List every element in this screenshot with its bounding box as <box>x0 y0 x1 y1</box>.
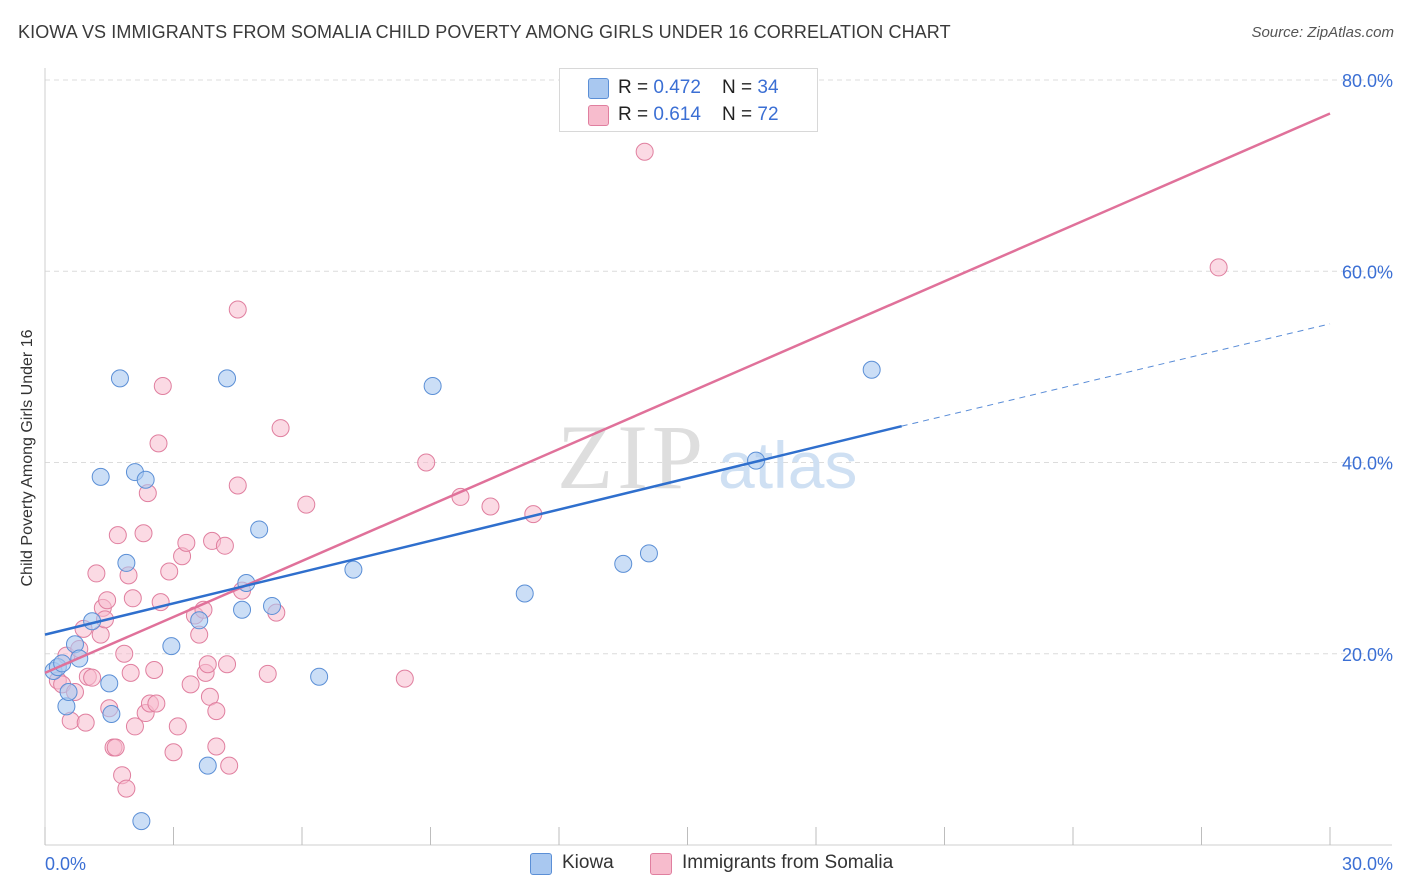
kiowa-point <box>59 683 78 701</box>
somalia-point <box>149 434 168 453</box>
somalia-point <box>153 377 172 395</box>
chart-title: KIOWA VS IMMIGRANTS FROM SOMALIA CHILD P… <box>18 22 951 42</box>
source-label: Source: ZipAtlas.com <box>1251 24 1394 41</box>
somalia-point <box>160 562 179 581</box>
somalia-point <box>220 756 239 775</box>
correlation-legend: R = 0.472 N = 34 R = 0.614 N = 72 <box>559 68 818 132</box>
somalia-point <box>87 564 106 583</box>
somalia-point <box>395 669 414 688</box>
kiowa-point <box>136 470 155 489</box>
y-tick-label: 80.0% <box>1342 71 1393 91</box>
somalia-point <box>108 526 127 545</box>
tick-labels: 20.0% 40.0% 60.0% 80.0% 0.0% 30.0% <box>45 71 1393 874</box>
kiowa-point <box>233 600 252 619</box>
series-kiowa-points <box>44 360 881 831</box>
watermark: ZIP atlas <box>557 406 857 508</box>
grid-lines <box>45 79 1392 655</box>
kiowa-swatch <box>588 78 609 99</box>
legend-label-somalia: Immigrants from Somalia <box>682 852 894 873</box>
somalia-point <box>207 737 226 756</box>
somalia-point <box>635 142 654 161</box>
kiowa-point <box>344 560 363 579</box>
somalia-point <box>228 300 247 319</box>
kiowa-point <box>250 520 269 539</box>
somalia-point <box>1209 258 1228 277</box>
kiowa-point <box>639 544 658 563</box>
y-tick-label: 60.0% <box>1342 262 1393 282</box>
somalia-point <box>83 668 102 687</box>
kiowa-point <box>614 554 633 573</box>
somalia-point <box>481 497 500 516</box>
somalia-point <box>417 453 436 472</box>
kiowa-point <box>515 584 534 603</box>
somalia-point <box>121 663 140 682</box>
somalia-point <box>134 524 153 543</box>
r-label: R = <box>618 77 654 98</box>
somalia-point <box>106 738 125 757</box>
x-tick-label: 0.0% <box>45 854 86 874</box>
kiowa-trend-line <box>44 424 902 636</box>
somalia-swatch <box>650 853 672 875</box>
kiowa-point <box>310 667 329 686</box>
somalia-point <box>145 661 164 680</box>
somalia-point <box>207 702 226 721</box>
kiowa-point <box>423 377 442 395</box>
somalia-point <box>181 675 200 694</box>
kiowa-point <box>102 704 121 723</box>
somalia-point <box>115 644 134 663</box>
n-value: 34 <box>757 77 779 98</box>
somalia-point <box>297 495 316 514</box>
y-tick-label: 40.0% <box>1342 454 1393 474</box>
kiowa-point <box>218 369 237 388</box>
somalia-point <box>123 589 142 608</box>
kiowa-point <box>100 674 119 693</box>
kiowa-trend-extension <box>901 323 1331 427</box>
x-tick-label: 30.0% <box>1342 854 1393 874</box>
somalia-point <box>147 694 166 713</box>
somalia-point <box>76 713 95 732</box>
somalia-point <box>271 419 290 438</box>
r-value: 0.472 <box>653 77 701 98</box>
kiowa-point <box>132 812 151 831</box>
somalia-point <box>117 779 136 798</box>
r-label: R = <box>618 104 654 125</box>
trend-lines <box>44 112 1331 675</box>
somalia-point <box>168 717 187 736</box>
somalia-trend-line <box>44 112 1331 675</box>
kiowa-point <box>190 611 209 630</box>
n-label: N = <box>722 104 758 125</box>
kiowa-point <box>117 553 136 572</box>
somalia-point <box>125 717 144 736</box>
n-label: N = <box>722 77 758 98</box>
kiowa-point <box>91 467 110 486</box>
somalia-point <box>215 536 234 555</box>
y-tick-label: 20.0% <box>1342 645 1393 665</box>
somalia-point <box>228 476 247 495</box>
kiowa-point <box>263 596 282 615</box>
somalia-point <box>164 743 183 762</box>
somalia-swatch <box>588 105 609 126</box>
kiowa-swatch <box>530 853 552 875</box>
somalia-point <box>98 591 117 610</box>
axes <box>44 68 1392 846</box>
somalia-point <box>198 655 217 674</box>
kiowa-point <box>162 637 181 656</box>
somalia-point <box>258 664 277 683</box>
somalia-point <box>177 533 196 552</box>
n-value: 72 <box>757 104 779 125</box>
r-value: 0.614 <box>653 104 701 125</box>
kiowa-point <box>110 369 129 388</box>
legend-label-kiowa: Kiowa <box>562 852 614 873</box>
somalia-point <box>218 655 237 674</box>
kiowa-point <box>198 756 217 775</box>
kiowa-point <box>862 360 881 379</box>
